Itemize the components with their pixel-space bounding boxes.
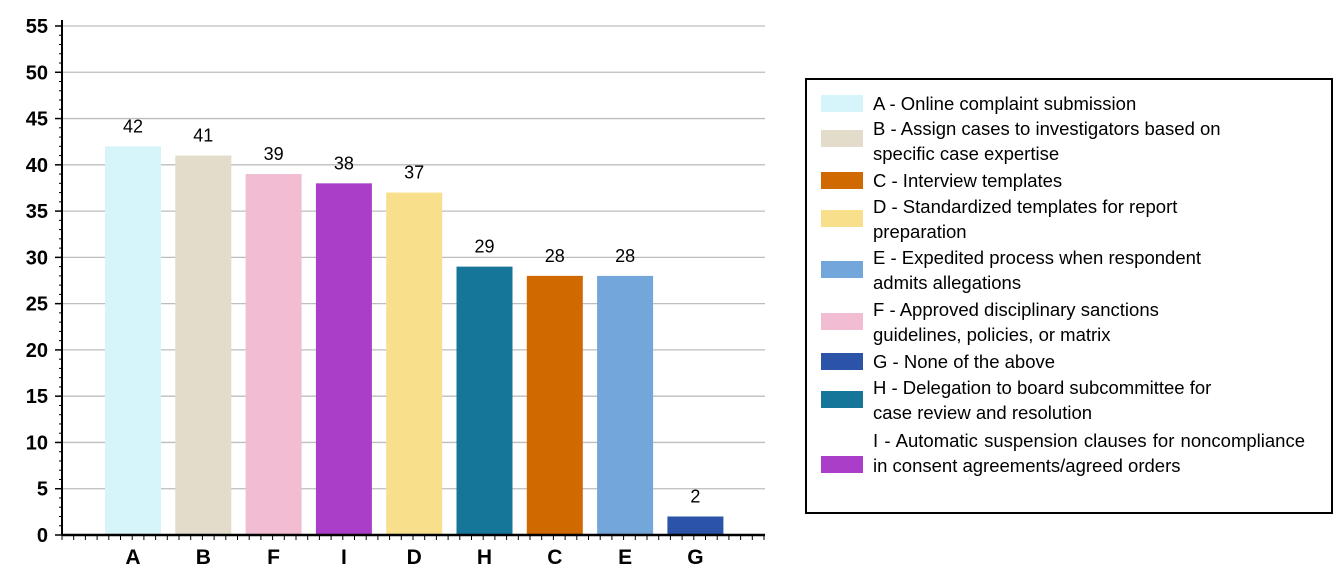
legend-label-h: H - Delegation to board subcommittee for… <box>873 377 1212 423</box>
bar-b <box>175 155 232 535</box>
legend-label-b: B - Assign cases to investigators based … <box>873 118 1221 164</box>
y-tick-label-5: 5 <box>37 479 48 501</box>
bar-c <box>526 275 583 535</box>
legend-swatch-d <box>821 210 863 227</box>
legend-label-f: F - Approved disciplinary sanctions guid… <box>873 299 1159 345</box>
legend-swatch-i <box>821 456 863 473</box>
x-tick-label-a: A <box>125 546 140 567</box>
y-tick-label-35: 35 <box>26 201 48 223</box>
legend-swatch-c <box>821 172 863 189</box>
y-tick-label-10: 10 <box>26 432 48 454</box>
bar-a <box>105 146 161 536</box>
data-label-i: 38 <box>334 153 354 173</box>
legend-swatch-e <box>821 261 863 278</box>
legend-swatch-h <box>821 391 863 408</box>
y-tick-label-0: 0 <box>37 525 48 547</box>
y-tick-label-55: 55 <box>26 16 48 38</box>
legend-swatch-f <box>821 313 863 330</box>
y-tick-label-50: 50 <box>26 62 48 84</box>
data-label-a: 42 <box>123 116 143 136</box>
y-tick-label-20: 20 <box>26 340 48 362</box>
bar-g <box>667 516 724 535</box>
legend-label-c: C - Interview templates <box>873 170 1063 191</box>
bar-i <box>315 183 372 535</box>
x-tick-label-i: I <box>341 546 347 567</box>
legend: A - Online complaint submission B - Assi… <box>805 78 1333 514</box>
data-label-b: 41 <box>193 126 213 146</box>
x-tick-label-c: C <box>547 546 562 567</box>
axes <box>55 20 765 540</box>
legend-swatch-a <box>821 95 863 112</box>
data-label-f: 39 <box>264 144 284 164</box>
y-tick-label-15: 15 <box>26 386 48 408</box>
y-tick-label-30: 30 <box>26 247 48 269</box>
bar-f <box>245 174 302 535</box>
legend-swatch-g <box>821 353 863 370</box>
legend-swatch-b <box>821 130 863 147</box>
data-label-g: 2 <box>690 486 700 506</box>
legend-label-g: G - None of the above <box>873 351 1056 372</box>
legend-label-a: A - Online complaint submission <box>873 93 1137 114</box>
x-tick-label-e: E <box>618 546 632 567</box>
data-labels: 42 41 39 38 37 29 28 28 2 <box>123 116 700 506</box>
bar-d <box>386 192 443 535</box>
y-tick-label-45: 45 <box>26 109 48 131</box>
legend-label-i: I - Automatic suspension clauses for non… <box>873 430 1305 476</box>
data-label-e: 28 <box>615 246 635 266</box>
x-tick-label-h: H <box>477 546 492 567</box>
data-label-c: 28 <box>545 246 565 266</box>
data-label-d: 37 <box>404 163 424 183</box>
bar-e <box>597 275 654 535</box>
bar-chart: 42 41 39 38 37 29 28 28 2 0 5 10 15 20 25 30 35 40 45 50 55… <box>26 16 765 567</box>
bar-h <box>456 266 513 535</box>
x-tick-label-b: B <box>196 546 211 567</box>
legend-label-e: E - Expedited process when respondent ad… <box>873 247 1202 293</box>
y-tick-label-25: 25 <box>26 294 48 316</box>
bars <box>105 146 724 536</box>
x-tick-label-d: D <box>407 546 422 567</box>
y-tick-label-40: 40 <box>26 155 48 177</box>
data-label-h: 29 <box>474 237 494 257</box>
y-tick-labels: 0 5 10 15 20 25 30 35 40 45 50 55 <box>26 16 48 547</box>
legend-label-d: D - Standardized templates for report pr… <box>873 196 1178 242</box>
x-tick-label-g: G <box>687 546 703 567</box>
x-tick-label-f: F <box>267 546 280 567</box>
